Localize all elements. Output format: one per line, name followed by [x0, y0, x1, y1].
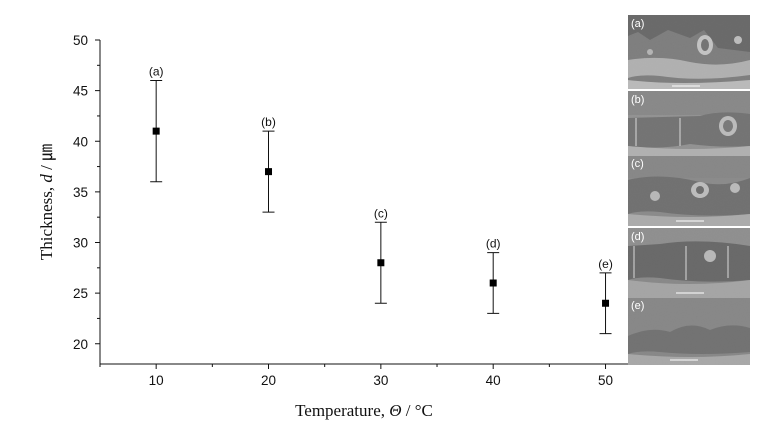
micrograph-c: (c) — [628, 156, 750, 226]
data-markers — [152, 127, 610, 307]
data-point-1 — [265, 168, 273, 176]
micrograph-label-a: (a) — [631, 18, 644, 30]
y-tick-label-25: 25 — [73, 286, 88, 301]
x-tick-label-20: 20 — [261, 373, 276, 388]
x-axis-title-variable: Θ — [389, 401, 401, 420]
micrograph-panel-strip: (a) (b) (c) — [628, 15, 750, 365]
data-point-0 — [152, 127, 160, 135]
point-label-2: (c) — [374, 206, 388, 220]
point-label-0: (a) — [149, 65, 164, 79]
x-axis-title: Temperature, Θ / °C — [295, 401, 433, 420]
micrograph-b: (b) — [628, 91, 750, 164]
micrograph-label-d: (d) — [631, 231, 644, 243]
y-tick-label-50: 50 — [73, 33, 88, 48]
point-label-3: (d) — [486, 237, 501, 251]
micrograph-d: (d) — [628, 228, 750, 298]
micrograph-a: (a) — [628, 15, 750, 89]
x-tick-label-50: 50 — [598, 373, 613, 388]
x-tick-label-40: 40 — [486, 373, 501, 388]
scatter-plot: 10 20 30 40 50 20 25 30 35 40 45 50 (a) (b) (c) (d) (e)… — [37, 33, 628, 420]
micrograph-label-e: (e) — [631, 300, 644, 312]
y-axis-title-text: Thickness, — [37, 183, 56, 260]
y-axis-title-variable: d — [37, 174, 56, 183]
x-tick-label-30: 30 — [373, 373, 388, 388]
x-tick-label-10: 10 — [149, 373, 164, 388]
micrograph-label-b: (b) — [631, 94, 644, 106]
point-labels: (a) (b) (c) (d) (e) — [149, 65, 613, 271]
point-label-4: (e) — [598, 257, 613, 271]
axis-ticks: 10 20 30 40 50 20 25 30 35 40 45 50 — [73, 33, 613, 388]
y-axis-title-unit: / ㎛ — [37, 144, 57, 174]
y-tick-label-35: 35 — [73, 185, 88, 200]
data-point-2 — [377, 259, 385, 267]
x-axis-title-text: Temperature, — [295, 401, 389, 420]
y-tick-label-45: 45 — [73, 84, 88, 99]
y-tick-label-40: 40 — [73, 134, 88, 149]
y-tick-label-30: 30 — [73, 236, 88, 251]
y-tick-label-20: 20 — [73, 337, 88, 352]
point-label-1: (b) — [261, 115, 276, 129]
x-axis-title-unit: / °C — [402, 401, 433, 420]
y-axis-title: Thickness, d / ㎛ — [37, 144, 57, 260]
micrograph-label-c: (c) — [631, 158, 644, 170]
micrograph-e: (e) — [628, 298, 750, 365]
data-point-3 — [489, 279, 497, 287]
data-point-4 — [602, 299, 610, 307]
